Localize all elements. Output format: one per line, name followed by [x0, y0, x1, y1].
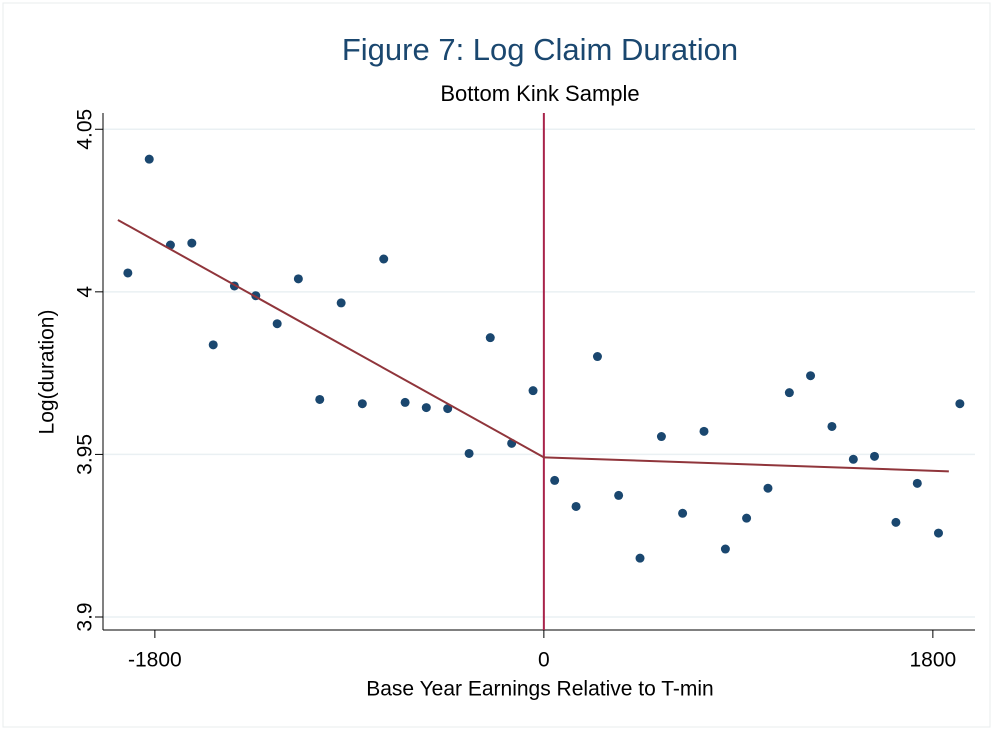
point	[784, 388, 794, 398]
fit-line	[543, 456, 949, 473]
point	[421, 403, 431, 413]
fit-line	[117, 219, 545, 459]
point	[891, 517, 901, 527]
point	[293, 274, 303, 284]
x-tick-label: 1800	[909, 649, 956, 672]
point	[357, 399, 367, 409]
point	[485, 333, 495, 343]
point	[272, 319, 282, 329]
point	[848, 454, 858, 464]
point	[379, 254, 389, 264]
point	[720, 544, 730, 554]
chart-title: Figure 7: Log Claim Duration	[342, 32, 738, 67]
point	[742, 513, 752, 523]
point	[123, 268, 133, 278]
point	[144, 154, 154, 164]
point	[933, 528, 943, 538]
point	[400, 397, 410, 407]
point	[656, 432, 666, 442]
chart-subtitle: Bottom Kink Sample	[440, 81, 639, 106]
point	[635, 553, 645, 563]
point	[528, 386, 538, 396]
point	[699, 426, 709, 436]
point	[614, 490, 624, 500]
x-axis-label: Base Year Earnings Relative to T-min	[366, 678, 713, 701]
x-tick-label: 0	[538, 649, 550, 672]
point	[443, 404, 453, 414]
point	[763, 483, 773, 493]
point	[208, 340, 218, 350]
y-axis-label: Log(duration)	[36, 310, 59, 435]
y-tick-label: 3.9	[74, 602, 97, 631]
point	[912, 478, 922, 488]
x-tick-label: -1800	[128, 649, 182, 672]
y-tick-label: 3.95	[74, 434, 97, 475]
point	[806, 371, 816, 381]
point	[678, 508, 688, 518]
point	[464, 448, 474, 458]
point	[571, 501, 581, 511]
point	[187, 238, 197, 248]
point	[550, 475, 560, 485]
point	[870, 451, 880, 461]
point	[827, 421, 837, 431]
point	[336, 298, 346, 308]
point	[955, 399, 965, 409]
y-tick-label: 4	[74, 286, 97, 298]
point	[315, 394, 325, 404]
point	[592, 352, 602, 362]
y-tick-label: 4.05	[74, 109, 97, 150]
